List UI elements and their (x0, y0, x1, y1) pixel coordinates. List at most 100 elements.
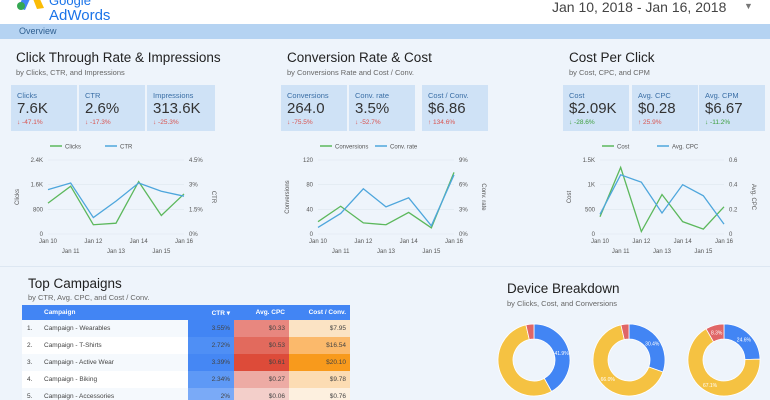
kpi-conversions[interactable]: Conversions 264.0 ↓ -75.5% (281, 85, 347, 131)
donut-chart-conversions[interactable]: 24.6% 67.1% 8.3% (684, 320, 764, 400)
kpi-avg-cpm[interactable]: Avg. CPM $6.67 ↓ -11.2% (699, 85, 765, 131)
x-tick-label: Jan 12 (632, 239, 651, 245)
donut-slice-label: 24.6% (737, 338, 752, 344)
series-line-conv-rate (317, 174, 455, 228)
row-index: 5. (27, 393, 33, 400)
cost-cell: $16.54 (289, 337, 350, 354)
header-bar: Google AdWords Jan 10, 2018 - Jan 16, 20… (0, 0, 770, 24)
y-tick-label: 0 (40, 232, 44, 238)
ctr-cell: 2.34% (188, 371, 234, 388)
cost-cell: $0.76 (289, 388, 350, 400)
y2-axis-title: Avg. CPC (750, 184, 756, 211)
x-tick-label: Jan 10 (591, 239, 610, 245)
y-tick-label: 800 (33, 207, 44, 213)
kpi-value: 3.5% (355, 100, 390, 117)
donut-slice-tablet (525, 323, 535, 341)
kpi-cost[interactable]: Cost $2.09K ↓ -28.6% (563, 85, 629, 131)
y-tick-label: 500 (585, 207, 596, 213)
kpi-label: Conversions (287, 91, 329, 100)
kpi-cost-per-conv[interactable]: Cost / Conv. $6.86 ↑ 134.6% (422, 85, 488, 131)
line-chart-ctr[interactable]: Clicks CTR 2.4K 1.6K 800 0 4.5% 3% 1.5% 0% Clicks C… (0, 138, 230, 260)
logo-product: AdWords (49, 7, 111, 24)
y-tick-label: 40 (306, 207, 313, 213)
kpi-value: $0.28 (638, 100, 676, 117)
table-row[interactable]: 5. Campaign - Accessories 2% $0.06 $0.76 (22, 388, 350, 400)
y-tick-label: 80 (306, 183, 313, 189)
legend-label: Clicks (65, 145, 81, 151)
kpi-ctr[interactable]: CTR 2.6% ↓ -17.3% (79, 85, 145, 131)
y-axis-title: Clicks (15, 189, 21, 205)
kpi-conv-rate[interactable]: Conv. rate 3.5% ↓ -52.7% (349, 85, 415, 131)
header-cost-per-conv[interactable]: Cost / Conv. (289, 305, 350, 320)
section-title-campaigns: Top Campaigns (28, 276, 122, 291)
legend-label: Conversions (335, 145, 368, 151)
header-cpc[interactable]: Avg. CPC (234, 305, 289, 320)
header-index (22, 305, 40, 320)
x-tick-label: Jan 15 (694, 249, 713, 255)
x-tick-label: Jan 15 (422, 249, 441, 255)
campaign-name: Campaign - Accessories (44, 393, 115, 400)
campaign-name: Campaign - Biking (44, 376, 98, 383)
cpc-cell: $0.33 (234, 320, 289, 337)
cpc-cell: $0.61 (234, 354, 289, 371)
y2-axis-title: CTR (210, 191, 216, 204)
series-line-ctr (47, 182, 185, 219)
x-tick-label: Jan 10 (309, 239, 328, 245)
y2-tick-label: 0.2 (729, 207, 738, 213)
x-tick-label: Jan 11 (612, 249, 630, 255)
tab-overview[interactable]: Overview (19, 26, 57, 36)
donut-chart-cost[interactable]: 30.4% 66.0% (589, 320, 669, 400)
donut-chart-clicks[interactable]: 41.9% (494, 320, 574, 400)
kpi-avg-cpc[interactable]: Avg. CPC $0.28 ↑ 25.9% (632, 85, 698, 131)
donut-slice-tablet (620, 323, 630, 341)
header-ctr[interactable]: CTR ▾ (188, 305, 234, 320)
kpi-delta: ↑ 134.6% (428, 119, 456, 126)
y2-axis-title: Conv. rate (480, 183, 486, 211)
date-range-picker[interactable]: Jan 10, 2018 - Jan 16, 2018 (552, 0, 727, 15)
section-subtitle-ctr: by Clicks, CTR, and Impressions (16, 68, 125, 77)
x-tick-label: Jan 10 (39, 239, 58, 245)
campaigns-table: Campaign CTR ▾ Avg. CPC Cost / Conv. 1. C… (22, 305, 350, 400)
x-tick-label: Jan 16 (175, 239, 194, 245)
legend-label: Cost (617, 145, 630, 151)
y-tick-label: 1K (588, 183, 595, 189)
kpi-impressions[interactable]: Impressions 313.6K ↓ -25.3% (147, 85, 215, 131)
kpi-delta: ↓ -17.3% (85, 119, 111, 126)
y2-tick-label: 3% (459, 207, 468, 213)
x-tick-label: Jan 16 (445, 239, 464, 245)
cost-cell: $7.95 (289, 320, 350, 337)
kpi-delta: ↓ -47.1% (17, 119, 43, 126)
x-tick-label: Jan 15 (152, 249, 171, 255)
header-campaign[interactable]: Campaign (40, 305, 188, 320)
section-subtitle-cpc: by Cost, CPC, and CPM (569, 68, 650, 77)
y-axis-title: Conversions (285, 180, 291, 213)
x-tick-label: Jan 13 (653, 249, 672, 255)
table-row[interactable]: 4. Campaign - Biking 2.34% $0.27 $9.78 (22, 371, 350, 388)
kpi-label: Avg. CPM (705, 91, 739, 100)
y-tick-label: 0 (310, 232, 314, 238)
line-chart-cpc[interactable]: Cost Avg. CPC 1.5K 1K 500 0 0.6 0.4 0.2 0 Cost Avg.… (552, 138, 770, 260)
series-line-cost (599, 165, 725, 234)
section-subtitle-campaigns: by CTR, Avg. CPC, and Cost / Conv. (28, 293, 150, 302)
table-row[interactable]: 3. Campaign - Active Wear 3.39% $0.61 $20.10 (22, 354, 350, 371)
section-title-conversion: Conversion Rate & Cost (287, 50, 432, 65)
x-tick-label: Jan 16 (715, 239, 734, 245)
row-index: 4. (27, 376, 33, 383)
kpi-clicks[interactable]: Clicks 7.6K ↓ -47.1% (11, 85, 77, 131)
y2-tick-label: 6% (459, 183, 468, 189)
legend-label: CTR (120, 145, 133, 151)
row-index: 2. (27, 342, 33, 349)
campaign-name: Campaign - Wearables (44, 325, 111, 332)
section-subtitle-device: by Clicks, Cost, and Conversions (507, 299, 618, 308)
dropdown-caret-icon[interactable]: ▼ (744, 1, 753, 11)
line-chart-conversion[interactable]: Conversions Conv. rate 120 80 40 0 9% 6% 3% 0% Con… (270, 138, 500, 260)
y-tick-label: 120 (303, 158, 314, 164)
table-row[interactable]: 1. Campaign - Wearables 3.55% $0.33 $7.95 (22, 320, 350, 337)
cpc-cell: $0.06 (234, 388, 289, 400)
cpc-cell: $0.53 (234, 337, 289, 354)
table-row[interactable]: 2. Campaign - T-Shirts 2.72% $0.53 $16.54 (22, 337, 350, 354)
kpi-delta: ↓ -11.2% (705, 119, 731, 126)
cost-cell: $20.10 (289, 354, 350, 371)
y-tick-label: 0 (592, 232, 596, 238)
y2-tick-label: 1.5% (189, 207, 203, 213)
